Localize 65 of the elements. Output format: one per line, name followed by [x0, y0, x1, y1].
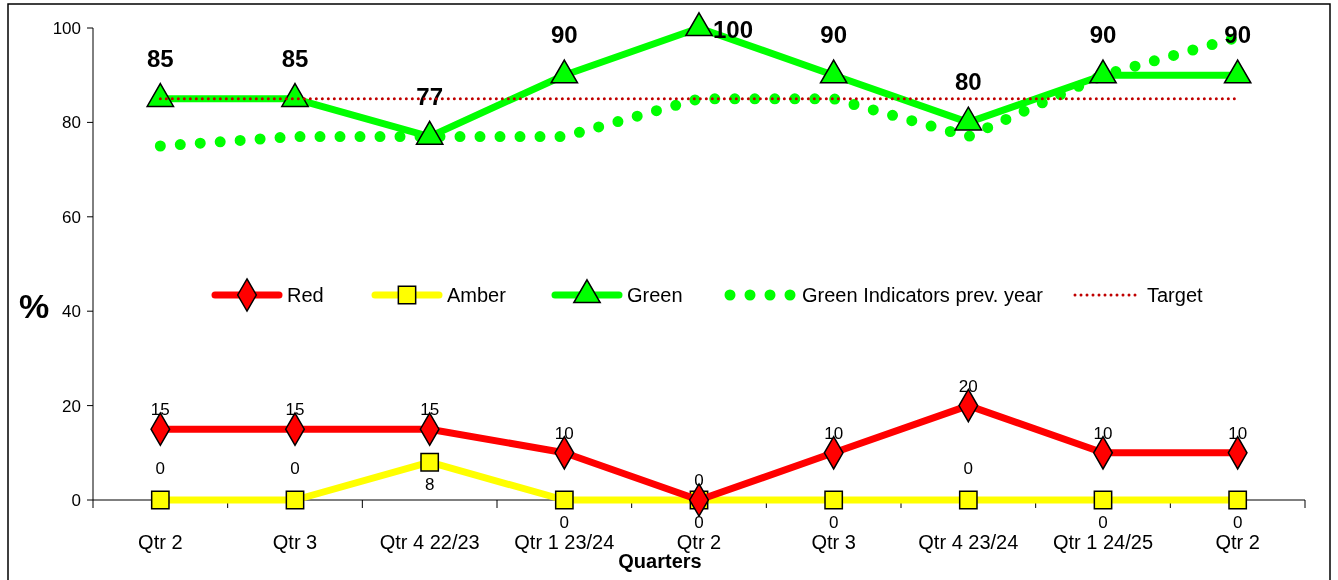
data-label: 90: [820, 21, 848, 49]
x-tick-label: Qtr 1 23/24: [514, 531, 615, 553]
point: [146, 82, 175, 108]
point: [685, 12, 713, 37]
point: [824, 490, 844, 510]
point: [1089, 59, 1117, 84]
data-label: 10: [1228, 423, 1248, 443]
data-label: 15: [420, 400, 440, 420]
point: [554, 490, 574, 510]
point: [285, 490, 305, 510]
data-label: 15: [285, 400, 305, 420]
data-label: 85: [281, 44, 309, 72]
x-tick-label: Qtr 4 23/24: [918, 531, 1019, 553]
data-label: 10: [824, 423, 844, 443]
y-tick-label: 40: [62, 302, 81, 322]
data-label: 0: [559, 513, 570, 532]
data-label: 0: [963, 459, 974, 478]
legend-label: Green Indicators prev. year: [802, 284, 1044, 306]
data-label: 90: [1089, 21, 1117, 49]
x-tick-label: Qtr 3: [811, 531, 856, 553]
legend-label: Target: [1147, 284, 1204, 306]
legend-label: Red: [287, 284, 324, 306]
x-tick-label: Qtr 2: [1215, 531, 1260, 553]
data-label: 10: [1093, 423, 1113, 443]
data-label: 20: [958, 376, 978, 396]
point: [1093, 490, 1113, 510]
data-label: 100: [712, 16, 754, 43]
data-label: 0: [155, 459, 166, 478]
point: [954, 106, 983, 131]
data-label: 10: [554, 423, 574, 443]
point: [415, 120, 444, 145]
y-tick-label: 60: [62, 207, 81, 227]
y-tick-label: 0: [71, 491, 81, 510]
x-tick-label: Qtr 1 24/25: [1052, 531, 1154, 553]
point: [550, 59, 579, 84]
data-label: 0: [828, 513, 839, 532]
data-label: 85: [146, 44, 174, 72]
data-label: 8: [424, 475, 435, 495]
y-tick-label: 80: [62, 113, 81, 133]
data-label: 90: [1224, 21, 1252, 49]
data-label: 90: [550, 21, 578, 49]
point: [1223, 59, 1252, 84]
legend-label: Green: [627, 284, 683, 306]
data-label: 0: [1098, 513, 1108, 532]
y-tick-label: 20: [62, 396, 81, 416]
x-tick-label: Qtr 2: [138, 531, 183, 553]
data-label: 0: [290, 459, 300, 478]
data-label: 77: [416, 82, 444, 110]
point: [1228, 490, 1248, 510]
point: [819, 59, 848, 84]
point: [150, 490, 170, 510]
x-tick-label: Qtr 2: [676, 531, 722, 553]
point: [420, 452, 440, 472]
point: [958, 490, 978, 510]
data-label: 0: [694, 513, 704, 532]
legend-label: Amber: [447, 284, 507, 306]
y-axis-title: %: [18, 287, 50, 325]
data-label: 0: [694, 471, 704, 490]
point: [281, 82, 309, 108]
x-tick-label: Qtr 3: [272, 531, 318, 553]
x-tick-label: Qtr 4 22/23: [379, 531, 480, 553]
data-label: 15: [150, 400, 170, 420]
data-label: 0: [1232, 513, 1243, 532]
data-label: 80: [954, 68, 982, 96]
y-tick-label: 100: [52, 19, 81, 38]
